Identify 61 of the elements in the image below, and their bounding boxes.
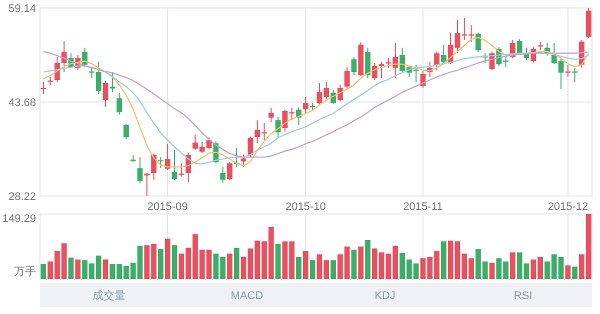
candlestick [61,40,67,73]
y-tick-label: 28.22 [8,190,36,203]
bar [572,266,578,279]
candlestick [220,166,226,184]
bar [234,248,240,279]
x-tick-label: 2015-11 [403,201,443,213]
bar [75,260,81,279]
candlestick [151,153,156,180]
candlestick [144,172,150,196]
bar [489,262,495,279]
candlestick [302,96,308,114]
candlestick [124,123,129,140]
y-axis-title: 万手 [14,265,36,278]
candlestick [116,92,122,116]
candlestick [268,107,274,122]
bar [310,260,316,279]
candlestick [82,47,88,67]
candlestick [351,56,357,76]
bar [302,251,308,279]
text: RSI [514,290,532,302]
bar [365,240,370,279]
bar [296,256,302,279]
candlestick [440,44,446,64]
x-tick-label: 2015-12 [548,201,588,213]
text: 149.29 [2,212,36,225]
candlestick [158,156,164,169]
bar [440,241,446,279]
candlestick [476,32,481,53]
x-tick-label: 2015-10 [285,201,326,213]
text: KDJ [374,290,396,302]
text: MACD [230,290,264,302]
bar [68,258,74,279]
candlestick [110,72,116,93]
candlestick [365,47,370,79]
candlestick [164,143,170,170]
candlestick [137,156,143,184]
candlestick [337,84,343,102]
y-tick-label: 43.68 [8,96,36,109]
candlestick [344,66,350,89]
candlestick [102,80,108,108]
bar [227,254,232,279]
bar [40,264,46,279]
candlestick [378,61,384,79]
candlestick [178,162,184,178]
bar [172,245,178,279]
candlestick [248,136,254,158]
candlestick [434,50,440,71]
bar [330,260,336,279]
bar [510,252,516,279]
bar [164,238,170,279]
bar [158,249,164,279]
bar [102,260,108,279]
text: 成交量 [92,289,126,302]
candlestick [240,154,246,168]
bar [351,250,357,279]
candlestick [227,162,232,181]
bar [565,265,571,279]
x-tick-label: 2015-09 [147,201,188,213]
bar [358,246,364,279]
y-tick-label: 59.14 [8,2,36,15]
bar [275,244,281,279]
